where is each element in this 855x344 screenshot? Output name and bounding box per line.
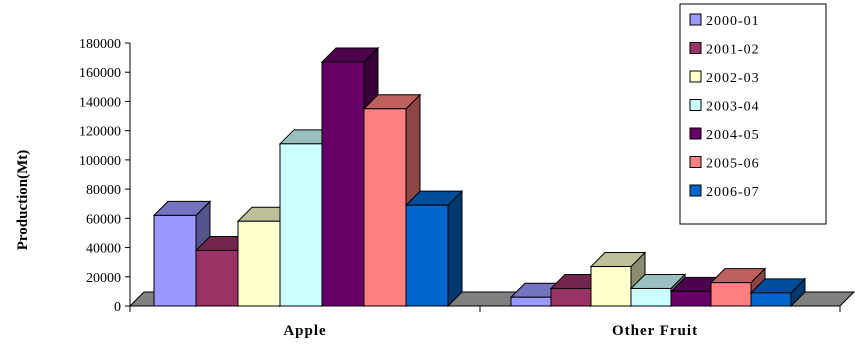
y-axis: 0 20000 40000 60000 80000 100000 120000 140000 1… [79,37,131,315]
y-tick-label: 20000 [86,271,121,286]
bar-front [630,287,672,307]
legend-label: 2000-01 [706,14,760,29]
bar-front [750,292,792,307]
x-category-label: Other Fruit [612,323,698,339]
bar-front [195,249,239,307]
y-tick-label: 40000 [86,242,121,257]
legend-swatch [689,42,702,54]
legend-swatch [689,127,702,140]
y-axis-label: Production(Mt) [15,150,31,251]
legend: 2000-01 2001-02 2002-03 2003-04 2004-05 2005-… [679,3,827,225]
bar-front [710,282,752,307]
bar-side [447,189,463,308]
legend-label: 2005-06 [706,157,760,172]
bar-front [510,296,552,307]
bar-other-fruit-2002-03 [589,251,647,308]
bar-front [405,204,449,307]
legend-swatch [689,70,702,83]
x-axis: Apple Other Fruit [129,305,841,339]
y-tick-label: 60000 [86,212,121,227]
legend-swatch [689,13,702,26]
legend-item: 2005-06 [689,156,760,172]
legend-label: 2002-03 [706,71,760,86]
bar-other-fruit-2006-07 [749,277,807,308]
y-tick-label: 0 [114,300,121,315]
legend-item: 2006-07 [689,184,760,200]
legend-item: 2001-02 [689,42,760,58]
y-tick-label: 140000 [79,95,121,110]
legend-swatch [689,184,702,197]
legend-item: 2003-04 [689,99,760,115]
bar-front [550,287,592,307]
legend-item: 2004-05 [689,127,760,143]
legend-item: 2000-01 [689,13,760,29]
y-tick-label: 80000 [86,183,121,198]
legend-swatch [689,99,702,111]
legend-swatch [689,156,702,168]
legend-label: 2006-07 [706,185,760,200]
bar-front [279,143,323,307]
bar-apple-2006-07 [404,189,464,308]
y-tick-label: 120000 [79,125,121,140]
legend-box [679,3,827,225]
legend-label: 2004-05 [706,128,760,143]
bar-front [237,220,281,307]
y-tick-label: 180000 [79,37,121,52]
y-tick-label: 100000 [79,154,121,169]
x-category-label: Apple [283,323,326,339]
bar-front [321,61,365,307]
bar-front [363,108,407,307]
bar-front [590,266,632,307]
legend-label: 2003-04 [706,100,760,115]
legend-label: 2001-02 [706,43,760,58]
legend-item: 2002-03 [689,70,760,86]
bar-front [670,290,712,307]
y-tick-label: 160000 [79,66,121,81]
bars [152,46,807,308]
bar-front [153,214,197,307]
